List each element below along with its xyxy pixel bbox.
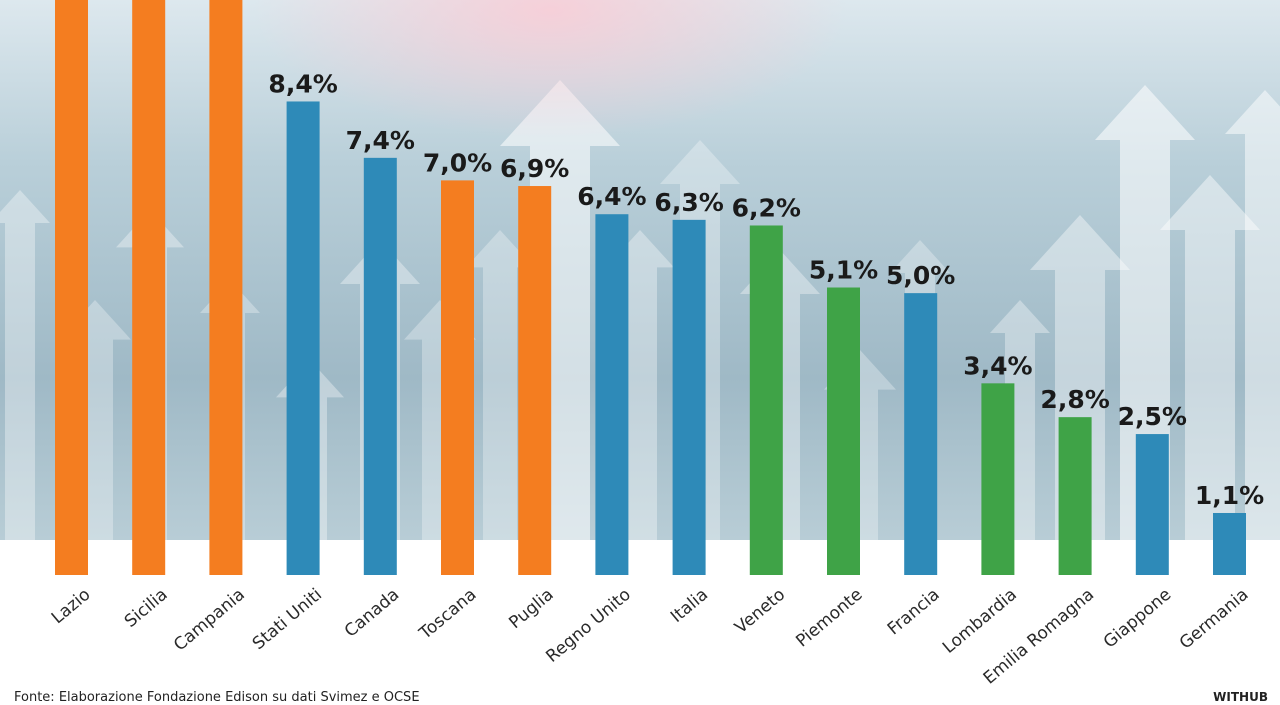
category-label-campania: Campania [170,585,249,656]
bar-stati-uniti [286,101,320,576]
value-label-emilia-romagna: 2,8% [1040,385,1109,414]
bar-francia [904,293,938,575]
category-label-piemonte: Piemonte [792,585,866,652]
value-label-lombardia: 3,4% [963,351,1032,380]
bar-italia [672,219,706,575]
value-label-veneto: 6,2% [732,193,801,222]
category-label-canada: Canada [341,585,403,642]
value-label-germania: 1,1% [1195,481,1264,510]
source-note: Fonte: Elaborazione Fondazione Edison su… [14,690,420,705]
category-label-giappone: Giappone [1100,585,1175,653]
value-label-giappone: 2,5% [1118,402,1187,431]
bar-germania [1213,512,1246,575]
category-label-lazio: Lazio [48,585,95,629]
value-label-toscana: 7,0% [423,148,492,177]
bar-piemonte [827,287,860,575]
category-label-francia: Francia [884,585,944,640]
category-label-lombardia: Lombardia [939,585,1021,658]
bar-canada [363,157,397,575]
category-label-sicilia: Sicilia [121,585,172,632]
category-label-germania: Germania [1176,585,1253,654]
bar-giappone [1135,434,1169,575]
value-label-francia: 5,0% [886,261,955,290]
brand-logo: WITHUB [1213,690,1268,704]
bar-regno-unito [595,214,629,575]
value-label-piemonte: 5,1% [809,256,878,285]
bar-puglia [518,186,552,575]
category-label-veneto: Veneto [731,585,789,638]
bar-toscana [441,180,474,575]
value-label-stati-uniti: 8,4% [268,69,337,98]
category-label-regno-unito: Regno Unito [542,585,634,667]
value-label-regno-unito: 6,4% [577,182,646,211]
bar-lazio [55,0,88,575]
category-label-toscana: Toscana [415,585,480,644]
bar-sicilia [132,0,166,575]
value-label-italia: 6,3% [654,188,723,217]
category-label-stati-uniti: Stati Uniti [249,585,326,654]
bar-lombardia [981,383,1015,575]
value-label-puglia: 6,9% [500,154,569,183]
value-label-canada: 7,4% [346,126,415,155]
bar-veneto [749,225,783,576]
category-label-italia: Italia [667,585,712,627]
bar-emilia-romagna [1058,417,1092,575]
category-label-puglia: Puglia [505,585,557,633]
bar-campania [209,0,243,575]
